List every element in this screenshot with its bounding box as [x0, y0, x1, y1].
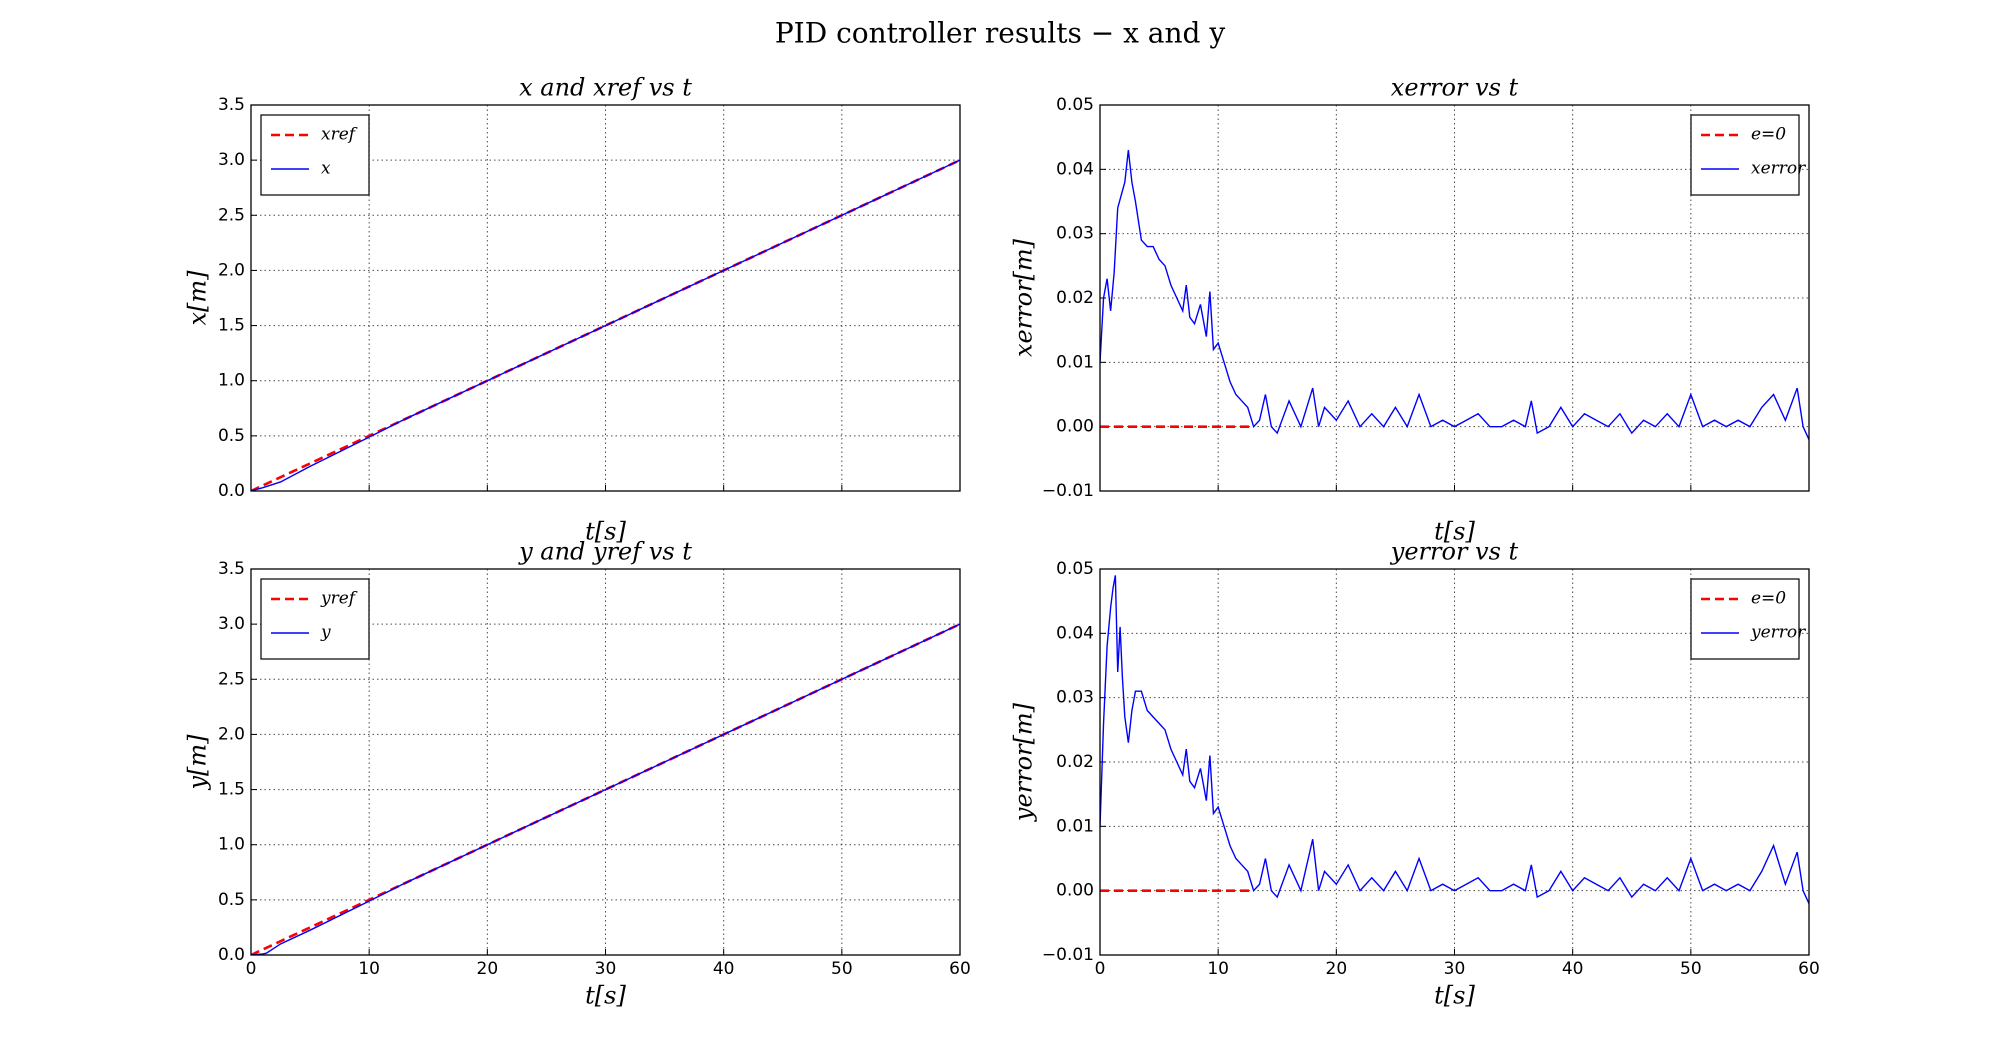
- y-tick-label: 1.5: [218, 780, 245, 800]
- y-tick-label: 0.01: [1056, 816, 1094, 836]
- legend-box: [1690, 578, 1800, 660]
- x-axis-label: t[s]: [1434, 982, 1475, 1010]
- y-tick-label: 3.0: [218, 150, 245, 170]
- y-tick-label: 0.0: [218, 945, 245, 965]
- plot-frame: [1099, 104, 1810, 492]
- x-axis-label: t[s]: [585, 982, 626, 1010]
- y-tick-label: 0.5: [218, 890, 245, 910]
- y-tick-label: 1.5: [218, 316, 245, 336]
- y-tick-label: −0.01: [1042, 481, 1094, 501]
- y-tick-label: 0.00: [1056, 881, 1094, 901]
- x-tick-label: 20: [477, 959, 499, 979]
- subplot-title: y and yref vs t: [518, 538, 692, 566]
- y-tick-label: 2.5: [218, 205, 245, 225]
- y-axis-label: xerror[m]: [1010, 238, 1038, 357]
- y-tick-label: 0.00: [1056, 417, 1094, 437]
- data-line: [251, 159, 960, 491]
- y-tick-label: 1.0: [218, 371, 245, 391]
- x-tick-label: 40: [713, 959, 735, 979]
- x-tick-label: 50: [831, 959, 853, 979]
- plot-frame: [250, 104, 961, 492]
- x-tick-label: 0: [1095, 959, 1106, 979]
- y-tick-label: 0.05: [1056, 95, 1094, 115]
- y-tick-label: 0.05: [1056, 559, 1094, 579]
- legend-box: [1690, 114, 1800, 196]
- x-tick-label: 30: [595, 959, 617, 979]
- x-tick-label: 60: [1798, 959, 1820, 979]
- y-tick-label: 0.03: [1056, 688, 1094, 708]
- y-tick-label: 0.02: [1056, 752, 1094, 772]
- y-tick-label: 2.0: [218, 260, 245, 280]
- y-axis-label: yerror[m]: [1010, 702, 1038, 822]
- y-tick-label: 3.5: [218, 559, 245, 579]
- y-tick-label: 0.01: [1056, 352, 1094, 372]
- data-line: [1100, 149, 1809, 440]
- legend-box: [260, 578, 370, 660]
- subplot-title: xerror vs t: [1391, 74, 1519, 102]
- x-tick-label: 20: [1326, 959, 1348, 979]
- x-axis-label: t[s]: [1434, 518, 1475, 546]
- y-tick-label: 0.5: [218, 426, 245, 446]
- subplot-title: yerror vs t: [1390, 538, 1519, 566]
- figure-title: PID controller results − x and y: [775, 17, 1226, 50]
- y-tick-label: 2.5: [218, 669, 245, 689]
- legend-label: yerror: [1750, 623, 1806, 643]
- y-axis-label: x[m]: [184, 270, 212, 326]
- y-tick-label: 0.03: [1056, 224, 1094, 244]
- legend-label: xref: [321, 125, 358, 145]
- x-tick-label: 50: [1680, 959, 1702, 979]
- x-tick-label: 10: [358, 959, 380, 979]
- plot-frame: [1099, 568, 1810, 956]
- legend-label: y: [320, 623, 331, 643]
- x-tick-label: 0: [246, 959, 257, 979]
- y-tick-label: 3.5: [218, 95, 245, 115]
- y-tick-label: 0.04: [1056, 623, 1094, 643]
- legend-label: e=0: [1751, 125, 1786, 145]
- x-tick-label: 10: [1207, 959, 1229, 979]
- y-tick-label: 0.04: [1056, 159, 1094, 179]
- subplot-title: x and xref vs t: [519, 74, 692, 102]
- plot-frame: [250, 568, 961, 956]
- y-tick-label: 0.0: [218, 481, 245, 501]
- y-tick-label: 0.02: [1056, 288, 1094, 308]
- legend-label: yref: [320, 589, 358, 609]
- x-tick-label: 40: [1562, 959, 1584, 979]
- y-tick-label: 3.0: [218, 614, 245, 634]
- y-axis-label: y[m]: [184, 734, 212, 791]
- data-line: [251, 623, 960, 955]
- legend-label: e=0: [1751, 589, 1786, 609]
- x-tick-label: 60: [949, 959, 971, 979]
- y-tick-label: 2.0: [218, 724, 245, 744]
- y-tick-label: −0.01: [1042, 945, 1094, 965]
- legend-box: [260, 114, 370, 196]
- x-tick-label: 30: [1444, 959, 1466, 979]
- legend-label: x: [321, 159, 331, 179]
- y-tick-label: 1.0: [218, 835, 245, 855]
- data-line: [1100, 575, 1809, 904]
- x-axis-label: t[s]: [585, 518, 626, 546]
- legend-label: xerror: [1751, 159, 1806, 179]
